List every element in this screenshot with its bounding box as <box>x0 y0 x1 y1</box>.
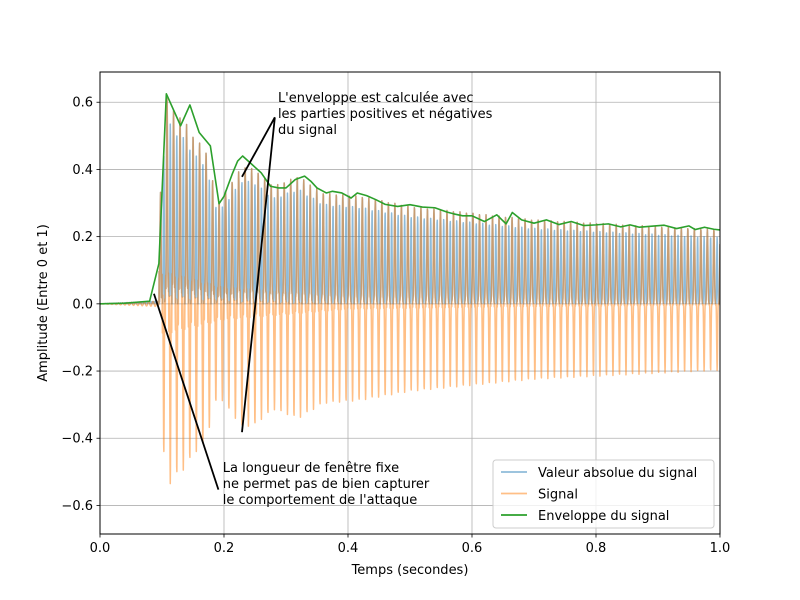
x-axis-label: Temps (secondes) <box>351 563 469 578</box>
annotation-text-line: le comportement de l'attaque <box>223 493 417 508</box>
x-tick-label: 0.0 <box>90 541 111 556</box>
y-tick-label: 0.4 <box>72 163 93 178</box>
annotation-arrow <box>153 293 220 490</box>
annotation-text-line: les parties positives et négatives <box>278 107 493 122</box>
plot-area <box>100 93 720 485</box>
x-tick-label: 0.8 <box>586 541 607 556</box>
annotation-text-line: du signal <box>278 123 337 138</box>
annotation-arrow <box>241 116 276 178</box>
legend-entry: Signal <box>538 488 578 503</box>
x-tick-label: 1.0 <box>710 541 731 556</box>
x-tick-label: 0.4 <box>338 541 359 556</box>
x-tick-label: 0.6 <box>462 541 483 556</box>
legend-entry: Enveloppe du signal <box>538 509 669 524</box>
x-tick-label: 0.2 <box>214 541 235 556</box>
legend: Valeur absolue du signal Signal Enveloppe … <box>492 459 715 529</box>
legend-entry: Valeur absolue du signal <box>538 466 697 481</box>
y-tick-label: 0.2 <box>72 230 93 245</box>
annotation-text-line: L'enveloppe est calculée avec <box>278 91 474 106</box>
axes-frame <box>99 71 721 535</box>
annotation-text-line: La longueur de fenêtre fixe <box>223 461 399 476</box>
annotation-arrow <box>241 117 276 433</box>
y-tick-label: 0.0 <box>72 297 93 312</box>
series-line-2 <box>100 93 720 305</box>
legend-box <box>492 459 715 529</box>
annotation-text-line: ne permet pas de bien capturer <box>223 477 430 492</box>
y-tick-label: −0.4 <box>61 432 93 447</box>
y-tick-label: −0.6 <box>61 499 93 514</box>
y-axis-label: Amplitude (Entre 0 et 1) <box>36 224 51 382</box>
y-tick-label: 0.6 <box>72 96 93 111</box>
ticks: 0.0 0.2 0.4 0.6 0.8 1.0 −0.6 −0.4 −0.2 0.0 0.2 0.4 0… <box>61 96 730 556</box>
series-line-1 <box>100 97 720 485</box>
y-tick-label: −0.2 <box>61 365 93 380</box>
